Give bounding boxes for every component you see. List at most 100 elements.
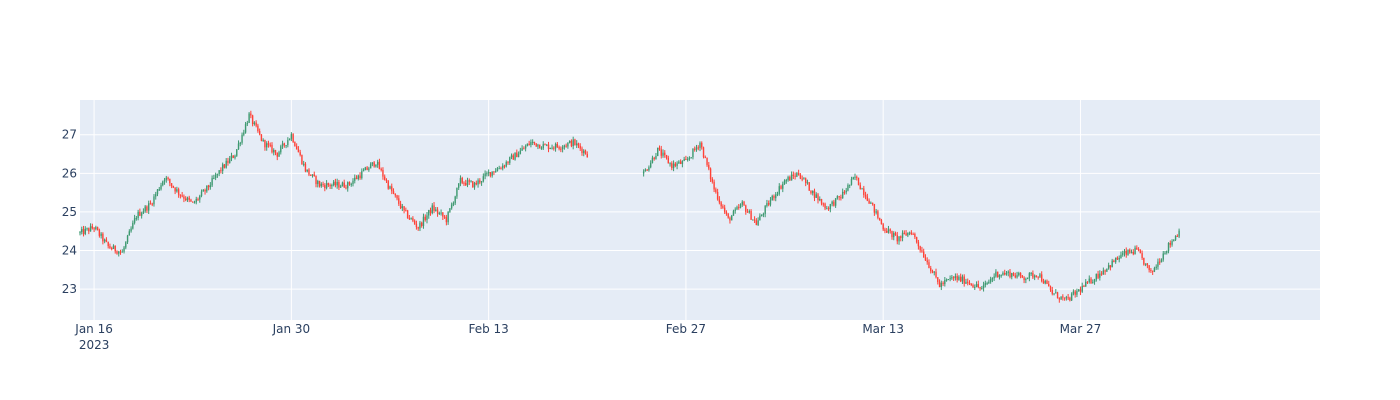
candle-body	[1081, 285, 1083, 292]
candle-body	[944, 280, 946, 285]
candle-body	[100, 233, 102, 236]
candle-body	[574, 139, 576, 146]
candle-body	[361, 171, 363, 179]
candle-body	[958, 276, 960, 280]
candle-body	[1018, 272, 1020, 276]
candle-body	[369, 164, 372, 169]
candle-body	[1037, 276, 1039, 278]
candle-body	[454, 196, 456, 204]
candle-body	[519, 150, 522, 154]
candle-body	[466, 180, 469, 186]
candle-body	[283, 143, 286, 146]
candle-body	[1132, 251, 1134, 255]
candle-body	[972, 284, 974, 288]
candle-body	[244, 124, 247, 133]
candle-body	[1000, 274, 1002, 276]
candle-body	[877, 211, 879, 218]
candle-body	[156, 189, 159, 195]
candle-body	[1136, 247, 1138, 250]
candle-body	[359, 175, 361, 179]
candle-body	[797, 173, 800, 175]
candle-body	[1169, 242, 1171, 245]
y-tick-label: 25	[62, 205, 77, 219]
candle-body	[766, 203, 768, 206]
candle-body	[748, 210, 751, 213]
candle-body	[1051, 289, 1053, 294]
candle-body	[1130, 251, 1133, 253]
candle-body	[1058, 298, 1061, 300]
candle-body	[801, 178, 803, 180]
candle-body	[1129, 249, 1131, 253]
candle-body	[873, 204, 876, 213]
candle-body	[891, 230, 893, 238]
candle-body	[790, 174, 793, 181]
candle-body	[276, 152, 278, 157]
candle-body	[500, 168, 502, 170]
candle-body	[947, 279, 950, 281]
candle-body	[672, 163, 675, 169]
candle-body	[387, 181, 389, 189]
candle-body	[808, 182, 810, 191]
candle-body	[450, 204, 453, 209]
candle-body	[468, 180, 470, 182]
candle-body	[193, 202, 196, 204]
candle-body	[697, 147, 699, 149]
candle-body	[903, 232, 906, 234]
candle-body	[472, 181, 474, 188]
candle-body	[371, 162, 374, 165]
candle-body	[264, 140, 266, 148]
candle-body	[1150, 269, 1152, 271]
candle-body	[403, 206, 405, 211]
candle-body	[674, 163, 677, 166]
candle-body	[870, 202, 872, 204]
candle-body	[1148, 265, 1150, 270]
candle-body	[310, 174, 312, 176]
candle-body	[924, 257, 927, 261]
candle-body	[229, 158, 231, 163]
candle-body	[176, 189, 178, 192]
candle-body	[227, 160, 229, 163]
candle-body	[376, 161, 379, 165]
candle-body	[727, 213, 729, 218]
candle-body	[401, 206, 404, 209]
candle-body	[896, 235, 898, 242]
candle-body	[130, 228, 132, 232]
candle-body	[662, 152, 664, 156]
candle-body	[378, 161, 381, 170]
candle-body	[968, 282, 971, 284]
candle-body	[1070, 293, 1073, 301]
candle-body	[826, 208, 828, 210]
candle-body	[368, 168, 370, 170]
candle-body	[347, 182, 349, 189]
candle-body	[977, 284, 979, 288]
x-tick-label: Feb 27	[666, 322, 706, 336]
candle-body	[269, 144, 271, 146]
candle-body	[415, 223, 418, 228]
candle-body	[702, 147, 705, 158]
candle-body	[834, 198, 837, 206]
candle-body	[211, 178, 213, 186]
candle-body	[648, 167, 650, 171]
candle-body	[317, 181, 319, 185]
candle-body	[1046, 280, 1048, 284]
candles	[79, 110, 1180, 303]
candle-body	[246, 122, 249, 125]
candle-body	[864, 194, 867, 197]
candle-body	[1176, 235, 1179, 237]
candle-body	[459, 178, 462, 184]
candle-body	[1095, 273, 1098, 280]
candle-body	[95, 227, 97, 229]
candle-body	[732, 210, 735, 216]
candle-body	[967, 281, 969, 283]
candle-body	[417, 227, 419, 229]
candle-body	[202, 189, 204, 192]
candle-body	[759, 215, 761, 221]
candle-body	[232, 155, 234, 158]
candle-body	[473, 182, 476, 188]
candle-body	[82, 228, 85, 234]
candle-body	[440, 212, 442, 214]
candle-body	[179, 194, 182, 196]
candle-body	[424, 216, 426, 220]
candle-body	[514, 152, 516, 160]
candle-body	[989, 279, 992, 282]
